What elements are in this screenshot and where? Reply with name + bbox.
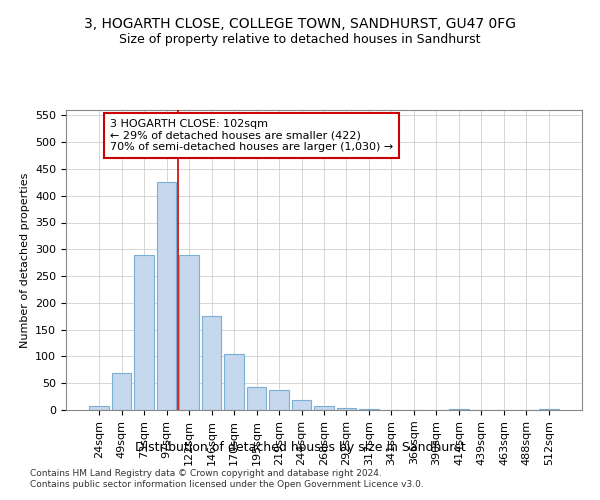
Text: Contains public sector information licensed under the Open Government Licence v3: Contains public sector information licen… [30,480,424,489]
Bar [202,316,221,410]
Bar [134,254,154,410]
Bar [179,254,199,410]
Bar [539,409,559,410]
Bar [112,372,131,410]
Bar [292,400,311,410]
Y-axis label: Number of detached properties: Number of detached properties [20,172,29,348]
Bar [89,406,109,410]
Bar [157,182,176,410]
Text: Distribution of detached houses by size in Sandhurst: Distribution of detached houses by size … [134,441,466,454]
Bar [449,409,469,410]
Bar [314,406,334,410]
Text: 3, HOGARTH CLOSE, COLLEGE TOWN, SANDHURST, GU47 0FG: 3, HOGARTH CLOSE, COLLEGE TOWN, SANDHURS… [84,18,516,32]
Bar [337,408,356,410]
Bar [269,390,289,410]
Text: 3 HOGARTH CLOSE: 102sqm
← 29% of detached houses are smaller (422)
70% of semi-d: 3 HOGARTH CLOSE: 102sqm ← 29% of detache… [110,119,393,152]
Text: Contains HM Land Registry data © Crown copyright and database right 2024.: Contains HM Land Registry data © Crown c… [30,468,382,477]
Text: Size of property relative to detached houses in Sandhurst: Size of property relative to detached ho… [119,32,481,46]
Bar [224,354,244,410]
Bar [247,387,266,410]
